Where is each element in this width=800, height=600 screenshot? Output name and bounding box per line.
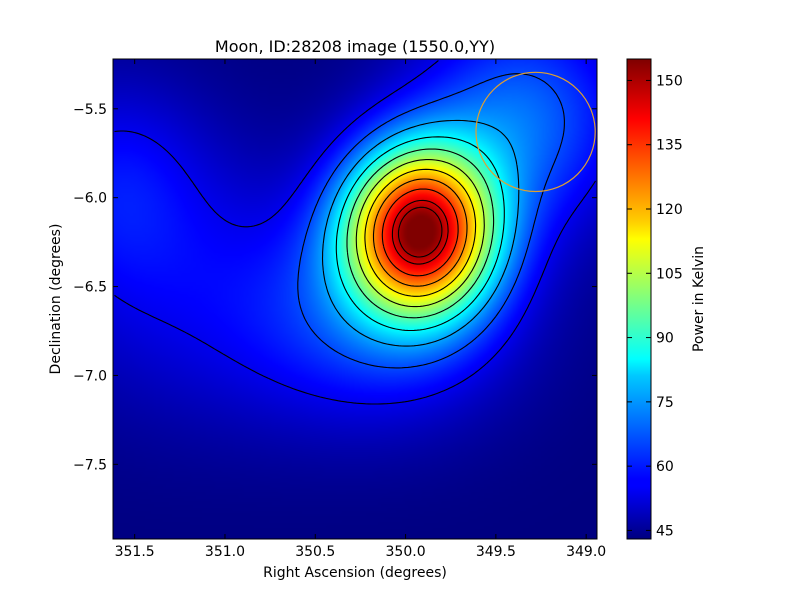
- y-tick-label: −7.5: [73, 457, 107, 473]
- annotations: [475, 71, 596, 193]
- x-tick-label: 350.5: [295, 544, 335, 560]
- contour-line: [114, 60, 596, 405]
- y-tick-label: −6.0: [73, 191, 107, 207]
- colorbar-tick-label: 45: [656, 523, 674, 539]
- colorbar-tick-label: 120: [656, 202, 683, 218]
- colorbar-tick-label: 150: [656, 73, 683, 89]
- colorbar-tick-label: 90: [656, 331, 674, 347]
- x-tick-label: 349.5: [476, 544, 516, 560]
- contour-line: [346, 148, 495, 319]
- y-tick-label: −5.5: [73, 102, 107, 118]
- colorbar-tick-label: 60: [656, 459, 674, 475]
- contour-line: [381, 188, 459, 277]
- y-axis-label: Declination (degrees): [48, 224, 64, 375]
- colorbar-tick-label: 105: [656, 266, 683, 282]
- colorbar-gradient: [626, 58, 652, 540]
- colorbar: 45 60 75 90 105 120 135 150 Power in Kelvin: [626, 58, 707, 540]
- annotation-circle: [475, 71, 596, 193]
- y-tick-label: −7.0: [73, 368, 107, 384]
- x-tick-label: 349.0: [566, 544, 606, 560]
- contour-line: [372, 178, 468, 287]
- y-axis-ticks: −5.5 −6.0 −6.5 −7.0 −7.5: [73, 102, 597, 473]
- contour-line: [355, 159, 485, 308]
- contour-line: [335, 136, 505, 332]
- chart-title: Moon, ID:28208 image (1550.0,YY): [215, 37, 495, 56]
- colorbar-label: Power in Kelvin: [691, 246, 707, 352]
- plot-area: [112, 58, 598, 540]
- contour-line: [397, 206, 443, 258]
- contour-line: [321, 119, 520, 347]
- x-tick-label: 351.5: [115, 544, 155, 560]
- x-tick-label: 350.0: [386, 544, 426, 560]
- y-tick-label: −6.5: [73, 280, 107, 296]
- x-axis-label: Right Ascension (degrees): [263, 565, 447, 581]
- contour-lines: [114, 60, 596, 405]
- plot-frame: [112, 58, 598, 540]
- colorbar-ticks: 45 60 75 90 105 120 135 150: [627, 73, 683, 539]
- contour-line: [391, 199, 449, 265]
- x-tick-label: 351.0: [205, 544, 245, 560]
- x-axis-ticks: 351.5 351.0 350.5 350.0 349.5 349.0: [115, 59, 606, 560]
- contour-line: [364, 168, 477, 297]
- colorbar-tick-label: 135: [656, 138, 683, 154]
- colorbar-tick-label: 75: [656, 395, 674, 411]
- heatmap-image: [113, 59, 597, 539]
